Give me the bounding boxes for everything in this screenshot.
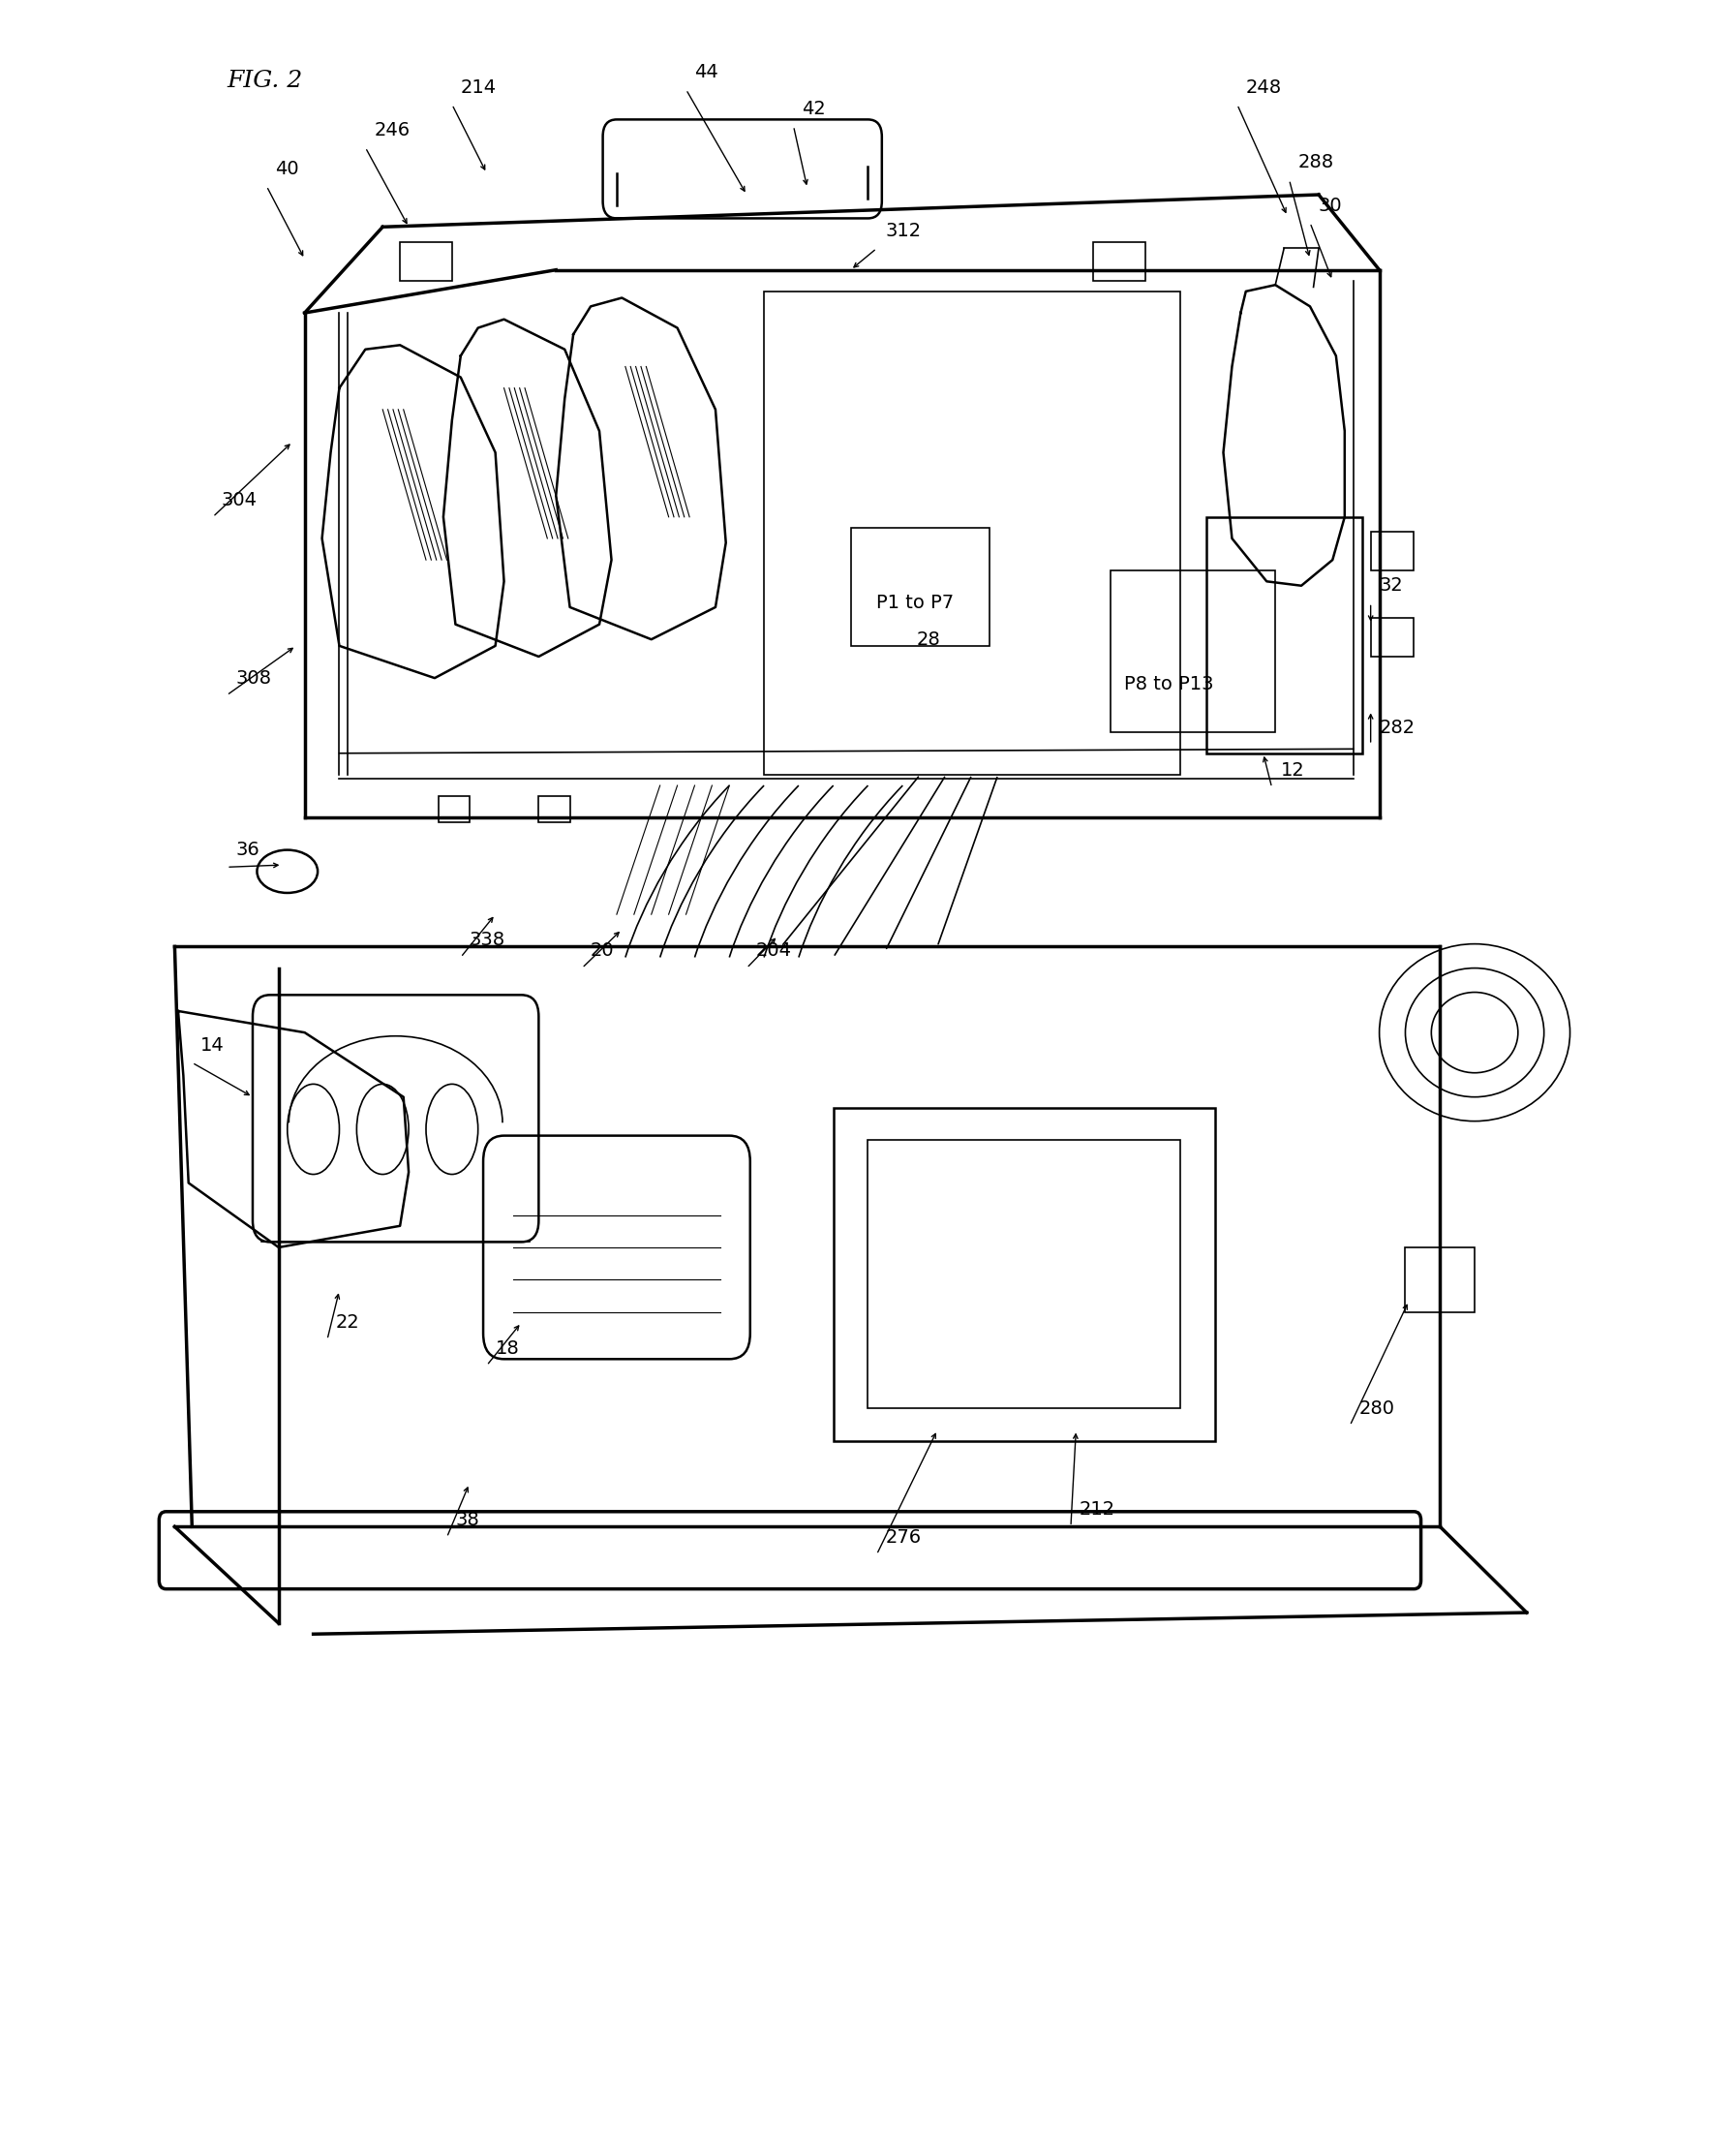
- Text: 308: 308: [236, 669, 271, 688]
- Text: 12: 12: [1281, 761, 1304, 779]
- Text: 280: 280: [1359, 1400, 1394, 1418]
- Text: 282: 282: [1380, 718, 1415, 736]
- Bar: [538, 796, 569, 822]
- Text: 30: 30: [1319, 196, 1342, 215]
- Text: 212: 212: [1080, 1499, 1116, 1519]
- Bar: [764, 290, 1180, 774]
- Text: 20: 20: [590, 942, 615, 959]
- Bar: [1094, 241, 1146, 280]
- Text: 246: 246: [373, 120, 410, 140]
- Bar: [1406, 1248, 1474, 1312]
- Text: 312: 312: [885, 222, 922, 241]
- Bar: [833, 1108, 1215, 1441]
- Text: 276: 276: [885, 1527, 922, 1547]
- Text: 288: 288: [1299, 153, 1333, 172]
- Bar: [851, 527, 990, 645]
- Text: 40: 40: [276, 159, 299, 179]
- Bar: [868, 1140, 1180, 1409]
- Text: 28: 28: [917, 630, 941, 650]
- Bar: [1111, 570, 1276, 731]
- Text: P1 to P7: P1 to P7: [877, 594, 955, 613]
- Bar: [1371, 617, 1415, 656]
- Text: 38: 38: [455, 1510, 479, 1529]
- Text: 304: 304: [222, 490, 257, 510]
- Text: 42: 42: [802, 99, 826, 118]
- Text: 248: 248: [1246, 77, 1281, 97]
- Text: 44: 44: [694, 62, 719, 82]
- Bar: [1207, 516, 1363, 753]
- Text: 18: 18: [495, 1340, 519, 1357]
- Bar: [1371, 531, 1415, 570]
- Text: 338: 338: [469, 931, 505, 949]
- Bar: [437, 796, 469, 822]
- Text: P8 to P13: P8 to P13: [1125, 675, 1213, 695]
- Text: 204: 204: [755, 942, 792, 959]
- Text: 36: 36: [236, 841, 259, 858]
- Text: 214: 214: [460, 77, 496, 97]
- Text: 14: 14: [201, 1037, 224, 1054]
- Text: 32: 32: [1380, 576, 1403, 596]
- Text: 22: 22: [335, 1314, 359, 1331]
- Bar: [399, 241, 451, 280]
- Text: FIG. 2: FIG. 2: [227, 71, 302, 92]
